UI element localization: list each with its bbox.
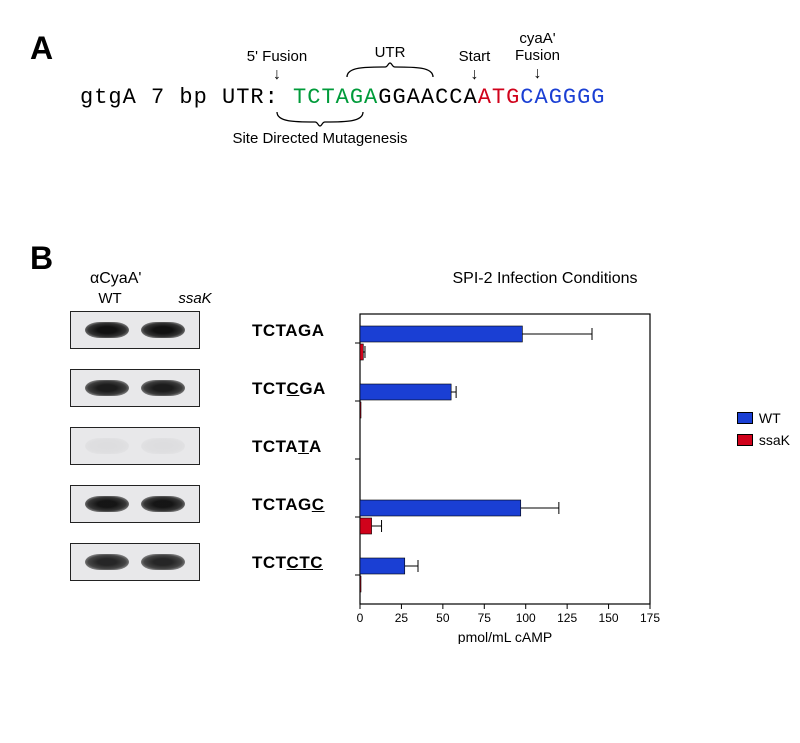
seq-blue: CAGGGG — [520, 85, 605, 110]
legend-ssak: ssaK — [737, 432, 790, 448]
seq-black: GGAACCA — [378, 85, 477, 110]
panel-a: A 5' Fusion ↓ UTR Start ↓ cyaA'Fusion ↓ — [20, 20, 780, 220]
label-start: Start ↓ — [452, 48, 497, 83]
lane-labels: WT ssaK — [70, 290, 240, 307]
lane-wt: WT — [98, 290, 121, 307]
bar-chart: SPI-2 Infection Conditions 0255075100125… — [350, 270, 780, 644]
blot-box — [70, 427, 200, 465]
svg-text:0: 0 — [357, 611, 364, 625]
panel-b-label: B — [30, 240, 53, 277]
blot-box — [70, 543, 200, 581]
sequence-diagram: 5' Fusion ↓ UTR Start ↓ cyaA'Fusion ↓ gt… — [80, 30, 780, 160]
western-blots: αCyaA' WT ssaK — [70, 270, 240, 601]
legend-swatch-ssak — [737, 434, 753, 446]
blot-box — [70, 485, 200, 523]
mutation-sequence-label: TCTCTC — [252, 544, 350, 582]
blot-row — [70, 311, 240, 349]
arrow-down-icon: ↓ — [510, 66, 565, 82]
brace-down-icon — [345, 61, 435, 79]
svg-text:pmol/mL cAMP: pmol/mL cAMP — [458, 629, 552, 644]
panel-a-label: A — [30, 30, 53, 67]
arrow-down-icon: ↓ — [452, 67, 497, 83]
mutation-sequence-label: TCTAGC — [252, 486, 350, 524]
legend-wt: WT — [737, 410, 790, 426]
sequence-labels: TCTAGA TCTCGA TCTATA TCTAGC TCTCTC — [240, 270, 350, 602]
svg-text:100: 100 — [516, 611, 536, 625]
lane-ssak: ssaK — [178, 290, 211, 307]
sequence-line: gtgA 7 bp UTR: TCTAGAGGAACCAATGCAGGGG — [80, 85, 780, 110]
blot-row — [70, 485, 240, 523]
svg-text:75: 75 — [478, 611, 492, 625]
svg-text:125: 125 — [557, 611, 577, 625]
top-labels: 5' Fusion ↓ UTR Start ↓ cyaA'Fusion ↓ — [80, 30, 780, 85]
blot-box — [70, 311, 200, 349]
label-cyaa-fusion: cyaA'Fusion ↓ — [510, 30, 565, 82]
bottom-label-wrap: Site Directed Mutagenesis — [80, 110, 780, 160]
svg-text:150: 150 — [599, 611, 619, 625]
label-5prime-fusion: 5' Fusion ↓ — [242, 48, 312, 83]
blot-row — [70, 543, 240, 581]
seq-green: TCTAGA — [293, 85, 378, 110]
blot-box — [70, 369, 200, 407]
label-mutagenesis: Site Directed Mutagenesis — [220, 110, 420, 147]
chart-legend: WT ssaK — [737, 410, 790, 454]
svg-text:50: 50 — [436, 611, 450, 625]
brace-up-icon — [275, 110, 365, 128]
blot-row — [70, 427, 240, 465]
svg-text:175: 175 — [640, 611, 660, 625]
blot-row — [70, 369, 240, 407]
mutation-sequence-label: TCTCGA — [252, 370, 350, 408]
panel-b: B αCyaA' WT ssaK TCTAGATCTCGATCTATATCTAG… — [20, 240, 780, 644]
sequence-prefix: gtgA 7 bp UTR: — [80, 85, 293, 110]
svg-text:25: 25 — [395, 611, 409, 625]
blot-antibody-label: αCyaA' — [90, 270, 240, 288]
legend-swatch-wt — [737, 412, 753, 424]
chart-title: SPI-2 Infection Conditions — [310, 270, 780, 288]
label-utr: UTR — [345, 44, 435, 79]
mutation-sequence-label: TCTAGA — [252, 312, 350, 350]
mutation-sequence-label: TCTATA — [252, 428, 350, 466]
seq-red: ATG — [478, 85, 521, 110]
arrow-down-icon: ↓ — [242, 67, 312, 83]
chart-svg: 0 25 50 75 100 125 150 175 pmol/mL cAMP — [350, 294, 710, 644]
